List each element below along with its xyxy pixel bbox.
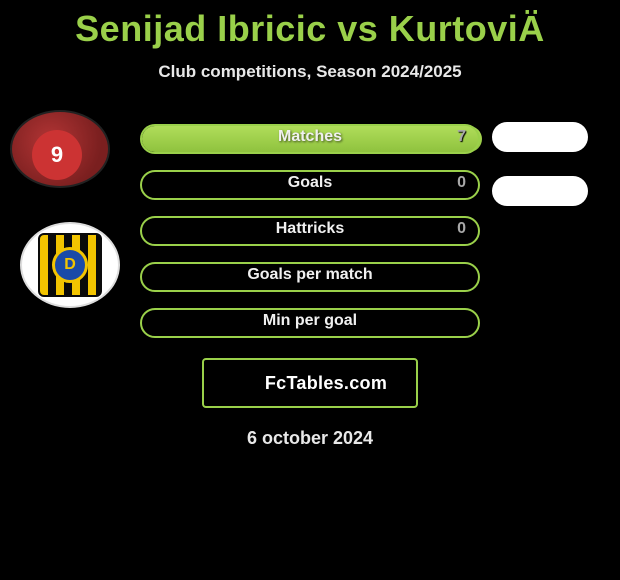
stat-label: Hattricks bbox=[140, 220, 480, 238]
player1-avatar: 9 bbox=[10, 110, 110, 188]
comparison-chart: 9 D Matches 7 Goals 0 Hattricks 0 bbox=[0, 110, 620, 350]
stat-label: Goals bbox=[140, 174, 480, 192]
badge-letter: D bbox=[52, 247, 88, 283]
value-oval bbox=[492, 176, 588, 206]
stat-row-min-per-goal: Min per goal bbox=[140, 308, 480, 338]
stat-row-goals-per-match: Goals per match bbox=[140, 262, 480, 292]
stat-label: Min per goal bbox=[140, 312, 480, 330]
stat-bars: Matches 7 Goals 0 Hattricks 0 Goals per … bbox=[140, 124, 480, 354]
stat-label: Matches bbox=[140, 128, 480, 146]
player1-jersey-number: 9 bbox=[32, 130, 82, 180]
player2-avatar: D bbox=[20, 222, 120, 308]
stat-row-matches: Matches 7 bbox=[140, 124, 480, 154]
page-title: Senijad Ibricic vs KurtoviÄ bbox=[0, 0, 620, 50]
stat-row-hattricks: Hattricks 0 bbox=[140, 216, 480, 246]
player2-club-badge: D bbox=[38, 233, 102, 297]
brand-chart-icon bbox=[233, 370, 259, 397]
stat-value: 0 bbox=[457, 220, 466, 238]
stat-label: Goals per match bbox=[140, 266, 480, 284]
chart-date: 6 october 2024 bbox=[0, 428, 620, 449]
page-subtitle: Club competitions, Season 2024/2025 bbox=[0, 62, 620, 82]
stat-value: 0 bbox=[457, 174, 466, 192]
brand-text: FcTables.com bbox=[265, 373, 387, 394]
value-oval bbox=[492, 122, 588, 152]
stat-row-goals: Goals 0 bbox=[140, 170, 480, 200]
player2-value-ovals bbox=[492, 122, 588, 230]
brand-box[interactable]: FcTables.com bbox=[202, 358, 418, 408]
stat-value: 7 bbox=[457, 128, 466, 146]
